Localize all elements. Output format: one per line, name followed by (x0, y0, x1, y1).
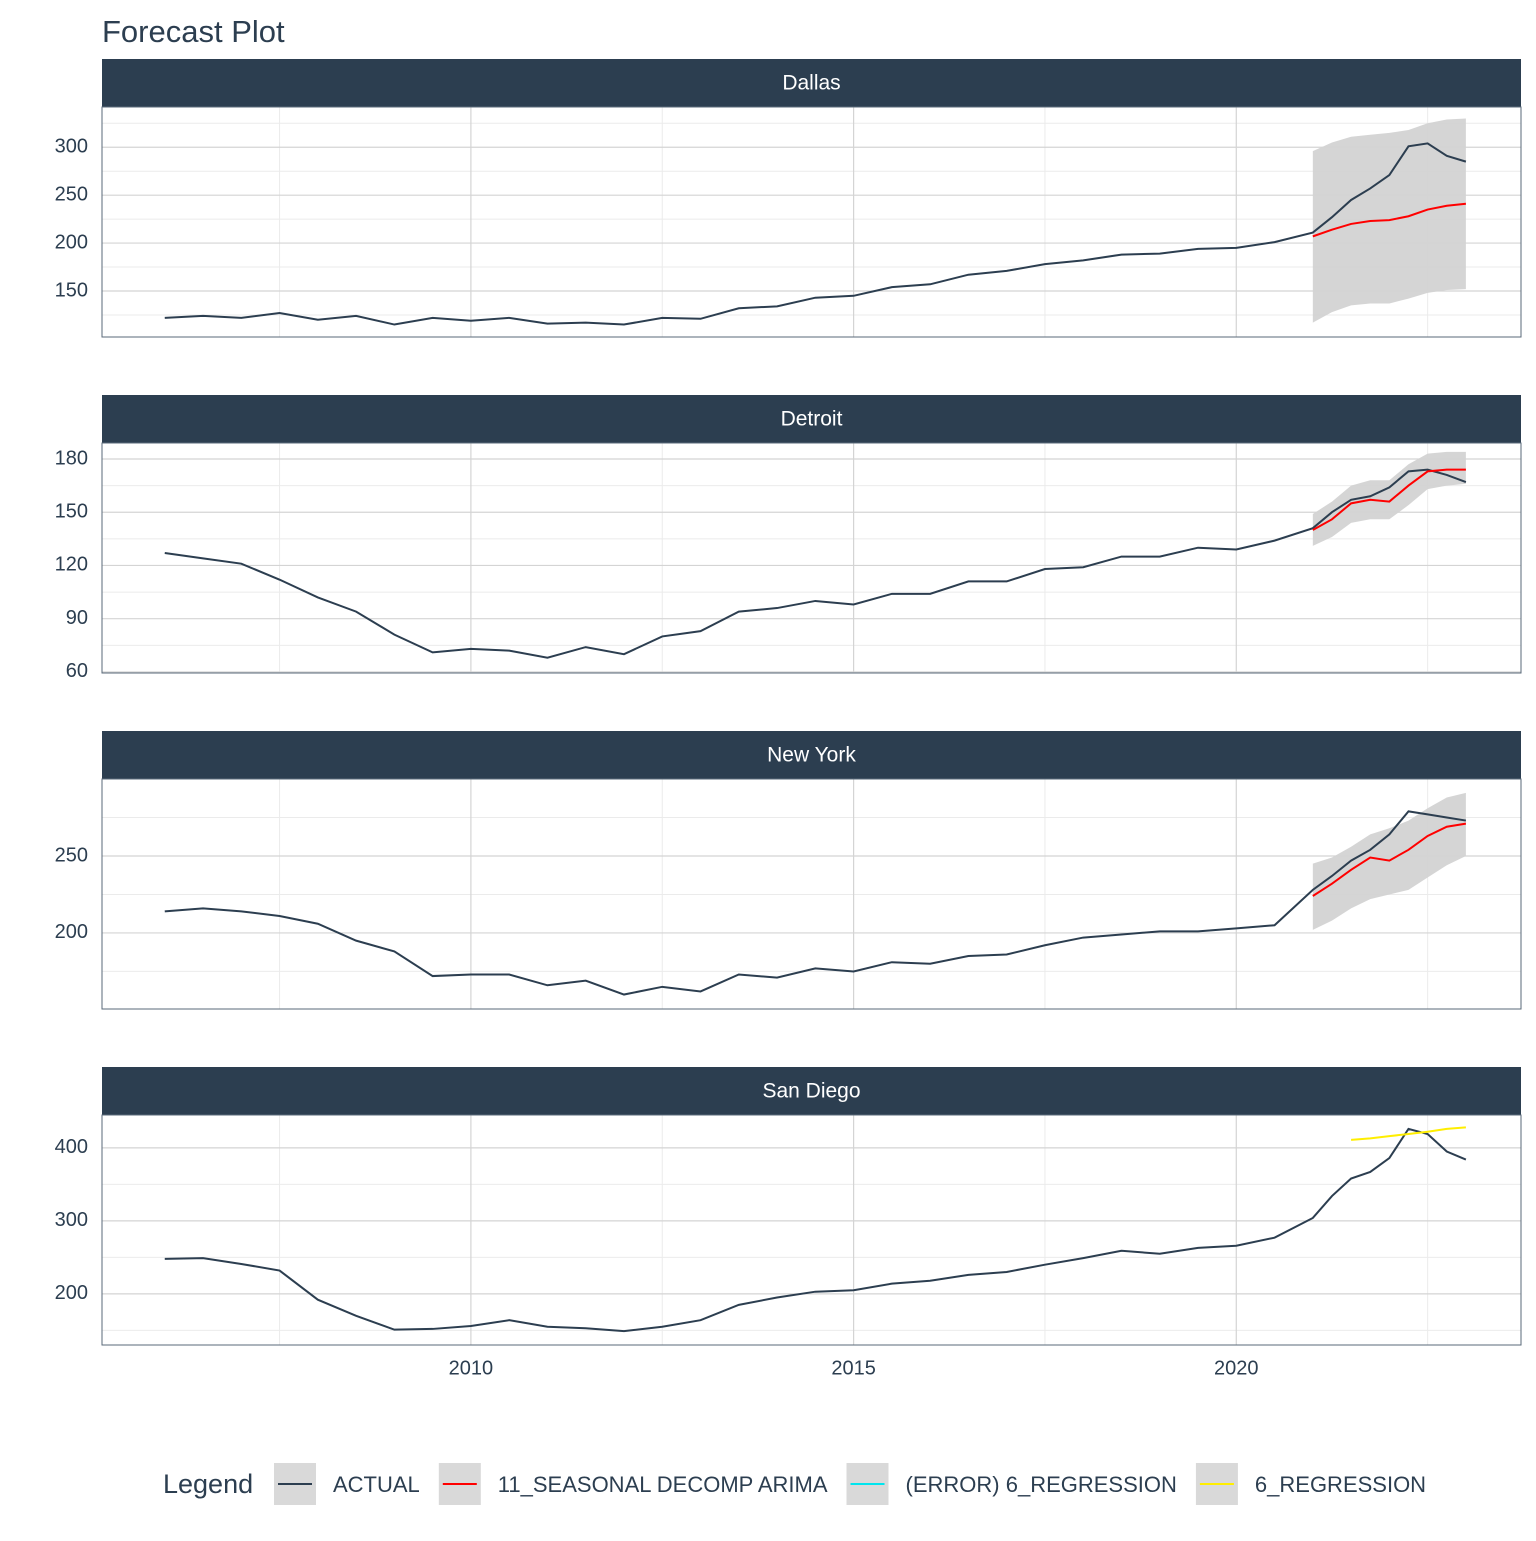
y-tick-label: 300 (55, 1209, 88, 1231)
series-line (1312, 822, 1467, 897)
y-tick-label: 90 (66, 607, 88, 629)
panel-border (101, 106, 1522, 338)
legend-label: (ERROR) 6_REGRESSION (906, 1472, 1177, 1497)
y-tick-label: 120 (55, 554, 88, 576)
legend-label: 6_REGRESSION (1255, 1472, 1426, 1497)
panel-border (101, 1114, 1522, 1346)
legend-label: ACTUAL (333, 1472, 420, 1497)
x-tick-label: 2020 (1214, 1357, 1259, 1379)
y-tick-label: 200 (55, 921, 88, 943)
legend-title: Legend (163, 1469, 253, 1499)
facet-label: Detroit (781, 408, 843, 431)
y-tick-label: 200 (55, 231, 88, 253)
y-tick-label: 150 (55, 279, 88, 301)
y-tick-label: 250 (55, 844, 88, 866)
panel-border (101, 442, 1522, 674)
chart-title: Forecast Plot (102, 14, 285, 49)
y-tick-label: 150 (55, 500, 88, 522)
facet-strip (102, 731, 1521, 779)
series-line (164, 468, 1467, 659)
x-tick-label: 2015 (831, 1357, 876, 1379)
facet-strip (102, 1067, 1521, 1115)
y-tick-label: 200 (55, 1282, 88, 1304)
facet-label: San Diego (762, 1080, 860, 1103)
facet-strip (102, 59, 1521, 107)
panel-border (101, 778, 1522, 1010)
series-line (164, 1127, 1467, 1333)
series-line (1351, 1126, 1466, 1141)
series-line (1312, 202, 1466, 238)
y-tick-label: 400 (55, 1136, 88, 1158)
confidence-band (1312, 451, 1466, 546)
facet-strip (102, 395, 1521, 443)
series-line (164, 810, 1467, 996)
y-tick-label: 250 (55, 183, 88, 205)
y-tick-label: 300 (55, 136, 88, 158)
x-tick-label: 2010 (449, 1357, 494, 1379)
legend-label: 11_SEASONAL DECOMP ARIMA (498, 1472, 828, 1497)
series-line (164, 142, 1467, 326)
series-line (1312, 468, 1466, 531)
y-tick-label: 180 (55, 447, 88, 469)
facet-label: New York (767, 744, 856, 767)
facet-label: Dallas (782, 72, 840, 95)
y-tick-label: 60 (66, 660, 88, 682)
